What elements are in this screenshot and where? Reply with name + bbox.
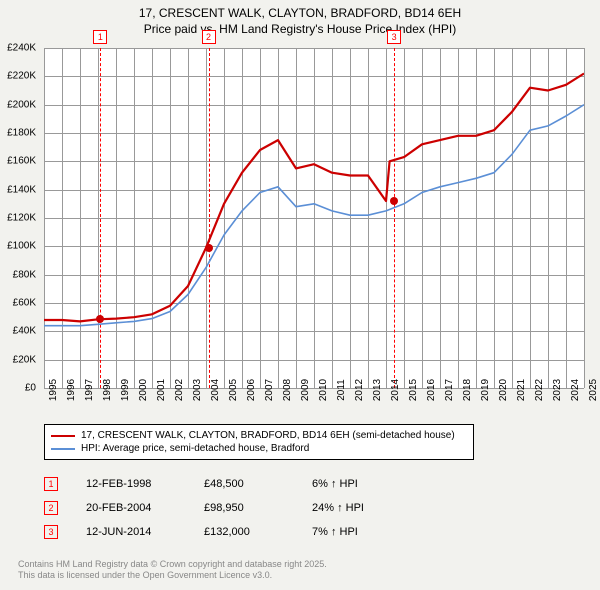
sale-row: 1 12-FEB-1998 £48,500 6% ↑ HPI <box>44 472 392 496</box>
legend: 17, CRESCENT WALK, CLAYTON, BRADFORD, BD… <box>44 424 474 460</box>
x-axis-tick-label: 2022 <box>534 379 545 401</box>
sale-marker-label: 3 <box>387 30 401 44</box>
legend-swatch <box>51 435 75 437</box>
series-line <box>44 105 584 326</box>
x-axis-tick-label: 2016 <box>426 379 437 401</box>
y-axis-tick-label: £180K <box>0 128 36 139</box>
x-axis-tick-label: 2010 <box>318 379 329 401</box>
y-axis-tick-label: £0 <box>0 383 36 394</box>
sale-price: £132,000 <box>204 526 284 538</box>
y-axis-tick-label: £60K <box>0 298 36 309</box>
title-line1: 17, CRESCENT WALK, CLAYTON, BRADFORD, BD… <box>0 6 600 22</box>
sale-index-badge: 1 <box>44 477 58 491</box>
footer-line1: Contains HM Land Registry data © Crown c… <box>18 559 327 571</box>
legend-swatch <box>51 448 75 450</box>
sale-marker-dot <box>96 315 104 323</box>
sale-date: 12-FEB-1998 <box>86 478 176 490</box>
x-axis-tick-label: 1997 <box>84 379 95 401</box>
x-axis-tick-label: 1998 <box>102 379 113 401</box>
y-axis-tick-label: £120K <box>0 213 36 224</box>
x-axis-tick-label: 2002 <box>174 379 185 401</box>
x-axis-tick-label: 1999 <box>120 379 131 401</box>
x-axis-tick-label: 2025 <box>588 379 599 401</box>
x-axis-tick-label: 2000 <box>138 379 149 401</box>
legend-item: HPI: Average price, semi-detached house,… <box>51 442 467 455</box>
y-axis-tick-label: £200K <box>0 99 36 110</box>
sale-price: £98,950 <box>204 502 284 514</box>
y-axis-tick-label: £40K <box>0 326 36 337</box>
sale-hpi-delta: 7% ↑ HPI <box>312 526 392 538</box>
sale-row: 3 12-JUN-2014 £132,000 7% ↑ HPI <box>44 520 392 544</box>
legend-item: 17, CRESCENT WALK, CLAYTON, BRADFORD, BD… <box>51 429 467 442</box>
sale-date: 12-JUN-2014 <box>86 526 176 538</box>
x-axis-tick-label: 2007 <box>264 379 275 401</box>
sale-row: 2 20-FEB-2004 £98,950 24% ↑ HPI <box>44 496 392 520</box>
x-axis-tick-label: 2013 <box>372 379 383 401</box>
x-axis-tick-label: 2001 <box>156 379 167 401</box>
y-axis-tick-label: £100K <box>0 241 36 252</box>
x-axis-tick-label: 1996 <box>66 379 77 401</box>
y-axis-tick-label: £140K <box>0 184 36 195</box>
x-axis-tick-label: 2008 <box>282 379 293 401</box>
sales-table: 1 12-FEB-1998 £48,500 6% ↑ HPI 2 20-FEB-2004 £… <box>44 472 392 544</box>
y-axis-tick-label: £220K <box>0 71 36 82</box>
title-line2: Price paid vs. HM Land Registry's House … <box>0 22 600 38</box>
x-axis-tick-label: 2017 <box>444 379 455 401</box>
sale-marker-dot <box>205 244 213 252</box>
x-axis-tick-label: 2024 <box>570 379 581 401</box>
sale-index-badge: 3 <box>44 525 58 539</box>
x-axis-tick-label: 2021 <box>516 379 527 401</box>
gridline-vertical <box>584 48 585 388</box>
line-series-svg <box>44 48 584 388</box>
y-axis-tick-label: £240K <box>0 43 36 54</box>
x-axis-tick-label: 2009 <box>300 379 311 401</box>
sale-hpi-delta: 24% ↑ HPI <box>312 502 392 514</box>
chart-title: 17, CRESCENT WALK, CLAYTON, BRADFORD, BD… <box>0 0 600 37</box>
x-axis-tick-label: 2012 <box>354 379 365 401</box>
sale-marker-label: 2 <box>202 30 216 44</box>
x-axis-tick-label: 2004 <box>210 379 221 401</box>
footer-attribution: Contains HM Land Registry data © Crown c… <box>18 559 327 582</box>
sale-marker-dot <box>390 197 398 205</box>
y-axis-tick-label: £20K <box>0 354 36 365</box>
legend-label: 17, CRESCENT WALK, CLAYTON, BRADFORD, BD… <box>81 430 455 441</box>
x-axis-tick-label: 2019 <box>480 379 491 401</box>
plot-area: £0£20K£40K£60K£80K£100K£120K£140K£160K£1… <box>44 48 584 388</box>
legend-label: HPI: Average price, semi-detached house,… <box>81 443 309 454</box>
sale-hpi-delta: 6% ↑ HPI <box>312 478 392 490</box>
x-axis-tick-label: 2011 <box>336 379 347 401</box>
sale-index-badge: 2 <box>44 501 58 515</box>
x-axis-tick-label: 2003 <box>192 379 203 401</box>
sale-price: £48,500 <box>204 478 284 490</box>
x-axis-tick-label: 2006 <box>246 379 257 401</box>
x-axis-tick-label: 2015 <box>408 379 419 401</box>
x-axis-tick-label: 1995 <box>48 379 59 401</box>
y-axis-tick-label: £160K <box>0 156 36 167</box>
x-axis-tick-label: 2023 <box>552 379 563 401</box>
sale-marker-label: 1 <box>93 30 107 44</box>
series-line <box>44 74 584 322</box>
footer-line2: This data is licensed under the Open Gov… <box>18 570 327 582</box>
x-axis-tick-label: 2020 <box>498 379 509 401</box>
x-axis-tick-label: 2005 <box>228 379 239 401</box>
sale-date: 20-FEB-2004 <box>86 502 176 514</box>
x-axis-tick-label: 2014 <box>390 379 401 401</box>
y-axis-tick-label: £80K <box>0 269 36 280</box>
chart-container: 17, CRESCENT WALK, CLAYTON, BRADFORD, BD… <box>0 0 600 590</box>
x-axis-tick-label: 2018 <box>462 379 473 401</box>
